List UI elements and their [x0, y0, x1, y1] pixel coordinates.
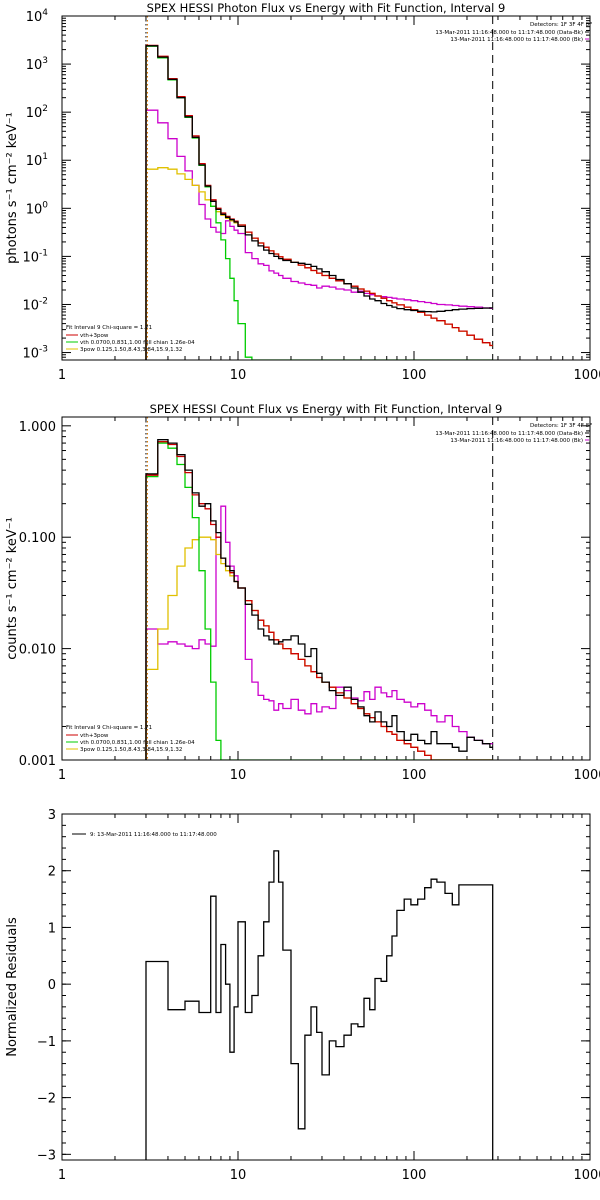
- x-tick-label: 1: [58, 1168, 66, 1183]
- panel-1: SPEX HESSI Photon Flux vs Energy with Fi…: [5, 1, 600, 383]
- panel-2: SPEX HESSI Count Flux vs Energy with Fit…: [5, 402, 600, 783]
- y-tick-label: 102: [26, 104, 48, 121]
- legend-entry: vth+3pow: [80, 333, 109, 339]
- y-tick-label: 2: [48, 865, 56, 880]
- legend-bottom-left: Fit Interval 9 Chi-square = 1.71 vth+3pow…: [66, 325, 195, 353]
- y-tick-label: 0: [48, 978, 56, 993]
- y-tick-label: 100: [26, 200, 49, 217]
- legend-data-bk: 13-Mar-2011 11:16:48.000 to 11:17:48.000…: [435, 30, 583, 36]
- chart-title: SPEX HESSI Photon Flux vs Energy with Fi…: [147, 1, 506, 15]
- series-3pow: [145, 167, 493, 360]
- series-9-13-mar-2011-11-16-48-000-to-11-17-48-000: [145, 850, 494, 1160]
- y-tick-label: 10-3: [22, 345, 48, 362]
- legend-bk: 13-Mar-2011 11:16:48.000 to 11:17:48.000…: [450, 37, 583, 43]
- legend-entry: vth 0.0700,0.831,1.00 full chian 1.26e-0…: [80, 740, 195, 746]
- series-vth: [145, 45, 493, 360]
- y-axis-label: photons s⁻¹ cm⁻² keV⁻¹: [5, 112, 20, 264]
- legend-residuals: 9: 13-Mar-2011 11:16:48.000 to 11:17:48.…: [72, 832, 217, 838]
- y-tick-label: −1: [37, 1035, 56, 1050]
- y-tick-label: 3: [48, 808, 56, 823]
- y-axis-label: Normalized Residuals: [5, 917, 20, 1057]
- y-tick-label: 1: [48, 921, 56, 936]
- legend-entry: 3pow 0.125,1.50,8.43,3.84,15.9,1.32: [80, 747, 182, 753]
- series-bk: [145, 505, 493, 760]
- legend-entry: 9: 13-Mar-2011 11:16:48.000 to 11:17:48.…: [90, 832, 217, 838]
- legend-bk: 13-Mar-2011 11:16:48.000 to 11:17:48.000…: [450, 438, 583, 444]
- x-tick-label: 1: [58, 368, 66, 383]
- x-tick-label: 10: [230, 368, 247, 383]
- legend-entry: 3pow 0.125,1.50,8.43,3.84,15.9,1.32: [80, 347, 182, 353]
- series-group: [145, 850, 494, 1160]
- legend-entry: vth+3pow: [80, 733, 109, 739]
- legend-top-right: Detectors: 1F 3F 4F 8F 13-Mar-2011 11:16:…: [435, 22, 592, 43]
- legend-entry: vth 0.0700,0.831,1.00 full chian 1.26e-0…: [80, 340, 195, 346]
- x-tick-label: 100: [402, 768, 427, 783]
- plot-frame: [61, 15, 591, 361]
- legend-bottom-left: Fit Interval 9 Chi-square = 1.71 vth+3pow…: [66, 725, 195, 753]
- plot-frame: [61, 416, 591, 761]
- y-tick-label: 10-2: [22, 296, 48, 313]
- legend-fit-header: Fit Interval 9 Chi-square = 1.71: [66, 325, 152, 331]
- series-group: [145, 44, 493, 360]
- series-vth-3pow: [145, 44, 493, 360]
- legend-top-right: Detectors: 1F 3F 4F 8F 13-Mar-2011 11:16:…: [435, 423, 592, 444]
- series-vth: [145, 442, 493, 760]
- legend-detectors: Detectors: 1F 3F 4F 8F: [530, 423, 592, 429]
- x-tick-label: 100: [402, 368, 427, 383]
- y-tick-label: 103: [26, 56, 48, 73]
- y-tick-label: 0.100: [19, 531, 56, 546]
- legend-detectors: Detectors: 1F 3F 4F 8F: [530, 22, 592, 28]
- y-tick-label: 104: [26, 8, 49, 25]
- x-tick-label: 100: [402, 1168, 427, 1183]
- series-data-bk: [145, 439, 493, 760]
- y-tick-label: −3: [37, 1148, 56, 1163]
- series-3pow: [145, 536, 493, 760]
- y-tick-label: 101: [26, 152, 48, 169]
- x-tick-label: 1: [58, 768, 66, 783]
- y-tick-label: −2: [37, 1092, 56, 1107]
- y-tick-label: 0.001: [19, 754, 56, 769]
- chart-title: SPEX HESSI Count Flux vs Energy with Fit…: [150, 402, 503, 416]
- y-tick-label: 0.010: [19, 643, 56, 658]
- x-tick-label: 10: [230, 1168, 247, 1183]
- y-tick-label: 1.000: [19, 420, 56, 435]
- series-bk: [145, 109, 493, 360]
- x-tick-label: 10: [230, 768, 247, 783]
- y-tick-label: 10-1: [22, 248, 48, 265]
- legend-data-bk: 13-Mar-2011 11:16:48.000 to 11:17:48.000…: [435, 431, 583, 437]
- legend-fit-header: Fit Interval 9 Chi-square = 1.71: [66, 725, 152, 731]
- plot-frame: [61, 813, 591, 1161]
- series-vth-3pow: [145, 441, 493, 760]
- series-group: [145, 439, 493, 760]
- y-axis-label: counts s⁻¹ cm⁻² keV⁻¹: [5, 517, 20, 660]
- series-data-bk: [145, 45, 493, 360]
